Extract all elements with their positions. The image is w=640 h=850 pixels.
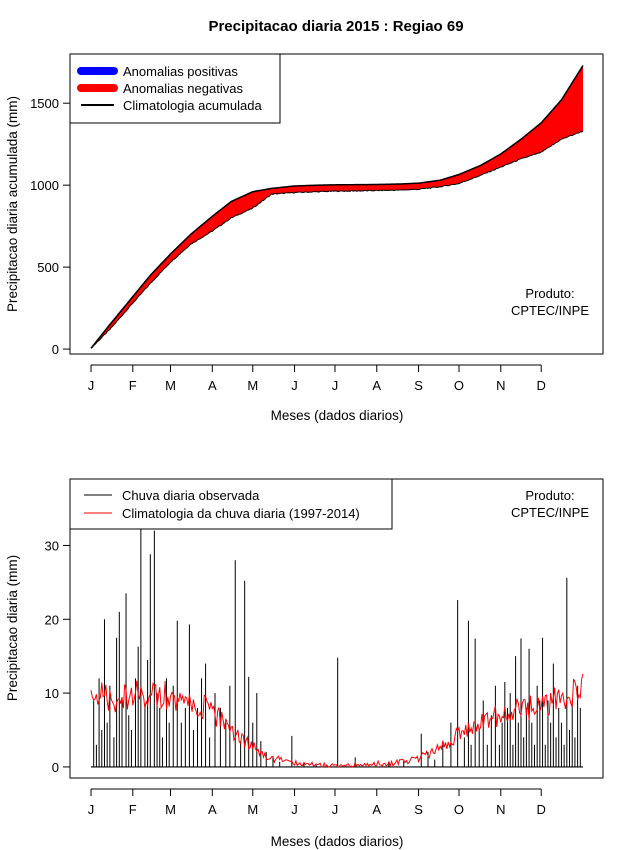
legend-daily-climatology-label: Climatologia da chuva diaria (1997-2014): [122, 506, 360, 521]
daily-product-label: Produto:: [525, 488, 574, 503]
daily-x-tick-label: M: [165, 802, 176, 817]
observed-cumulative-line: [90, 130, 584, 349]
legend-observed-label: Chuva diaria observada: [122, 488, 260, 503]
daily-y-tick-label: 20: [45, 612, 59, 627]
daily-x-tick-label: J: [291, 802, 298, 817]
cumulative-y-tick-label: 500: [37, 260, 59, 275]
cumulative-x-tick-label: F: [129, 378, 137, 393]
cumulative-x-tick-label: S: [414, 378, 423, 393]
legend-positive-anomaly-label: Anomalias positivas: [123, 64, 238, 79]
cumulative-x-tick-label: A: [372, 378, 381, 393]
cumulative-x-tick-label: J: [291, 378, 298, 393]
climatology-cumulative-line: [90, 65, 584, 349]
cumulative-plot-frame: [69, 53, 604, 355]
cumulative-y-tick-label: 1000: [30, 178, 59, 193]
daily-x-tick-label: A: [372, 802, 381, 817]
cumulative-y-tick-label: 0: [52, 342, 59, 357]
daily-x-tick-label: J: [332, 802, 339, 817]
cumulative-x-tick-label: M: [247, 378, 258, 393]
daily-x-tick-label: S: [414, 802, 423, 817]
daily-y-tick-label: 30: [45, 538, 59, 553]
daily-y-axis-label: Precipitacao diaria (mm): [5, 555, 20, 701]
daily-product-source: CPTEC/INPE: [511, 505, 589, 520]
cumulative-x-tick-label: J: [332, 378, 339, 393]
cumulative-x-tick-label: O: [454, 378, 464, 393]
daily-x-tick-label: N: [496, 802, 505, 817]
daily-x-tick-label: D: [537, 802, 546, 817]
chart-title: Precipitacao diaria 2015 : Regiao 69: [208, 18, 463, 35]
daily-y-ticks: 0 10 20 30: [45, 538, 70, 775]
cumulative-product-source: CPTEC/INPE: [511, 303, 589, 318]
daily-x-tick-label: O: [454, 802, 464, 817]
cumulative-y-ticks: 0 500 1000 1500: [30, 96, 70, 357]
cumulative-y-tick-label: 1500: [30, 96, 59, 111]
daily-x-axis-label: Meses (dados diarios): [271, 834, 404, 849]
cumulative-plot-area: [90, 65, 584, 349]
daily-y-tick-label: 10: [45, 686, 59, 701]
daily-x-tick-label: M: [247, 802, 258, 817]
daily-climatology-line: [90, 673, 584, 769]
daily-plot-area: [90, 526, 584, 769]
daily-y-tick-label: 0: [52, 760, 59, 775]
daily-x-tick-label: A: [208, 802, 217, 817]
daily-x-tick-label: F: [129, 802, 137, 817]
cumulative-x-tick-label: J: [88, 378, 95, 393]
cumulative-x-tick-label: N: [496, 378, 505, 393]
legend-climatology-label: Climatologia acumulada: [123, 98, 263, 113]
cumulative-product-label: Produto:: [525, 286, 574, 301]
cumulative-y-axis-label: Precipitacao diaria acumulada (mm): [5, 96, 20, 312]
cumulative-legend: Anomalias positivas Anomalias negativas …: [69, 53, 281, 124]
cumulative-x-tick-label: A: [208, 378, 217, 393]
cumulative-x-axis-label: Meses (dados diarios): [271, 408, 404, 423]
cumulative-x-tick-label: M: [165, 378, 176, 393]
daily-legend-box: [69, 478, 393, 530]
daily-x-tick-label: J: [88, 802, 95, 817]
cumulative-x-tick-label: D: [537, 378, 546, 393]
legend-negative-anomaly-label: Anomalias negativas: [123, 81, 243, 96]
daily-legend: Chuva diaria observada Climatologia da c…: [69, 478, 393, 530]
